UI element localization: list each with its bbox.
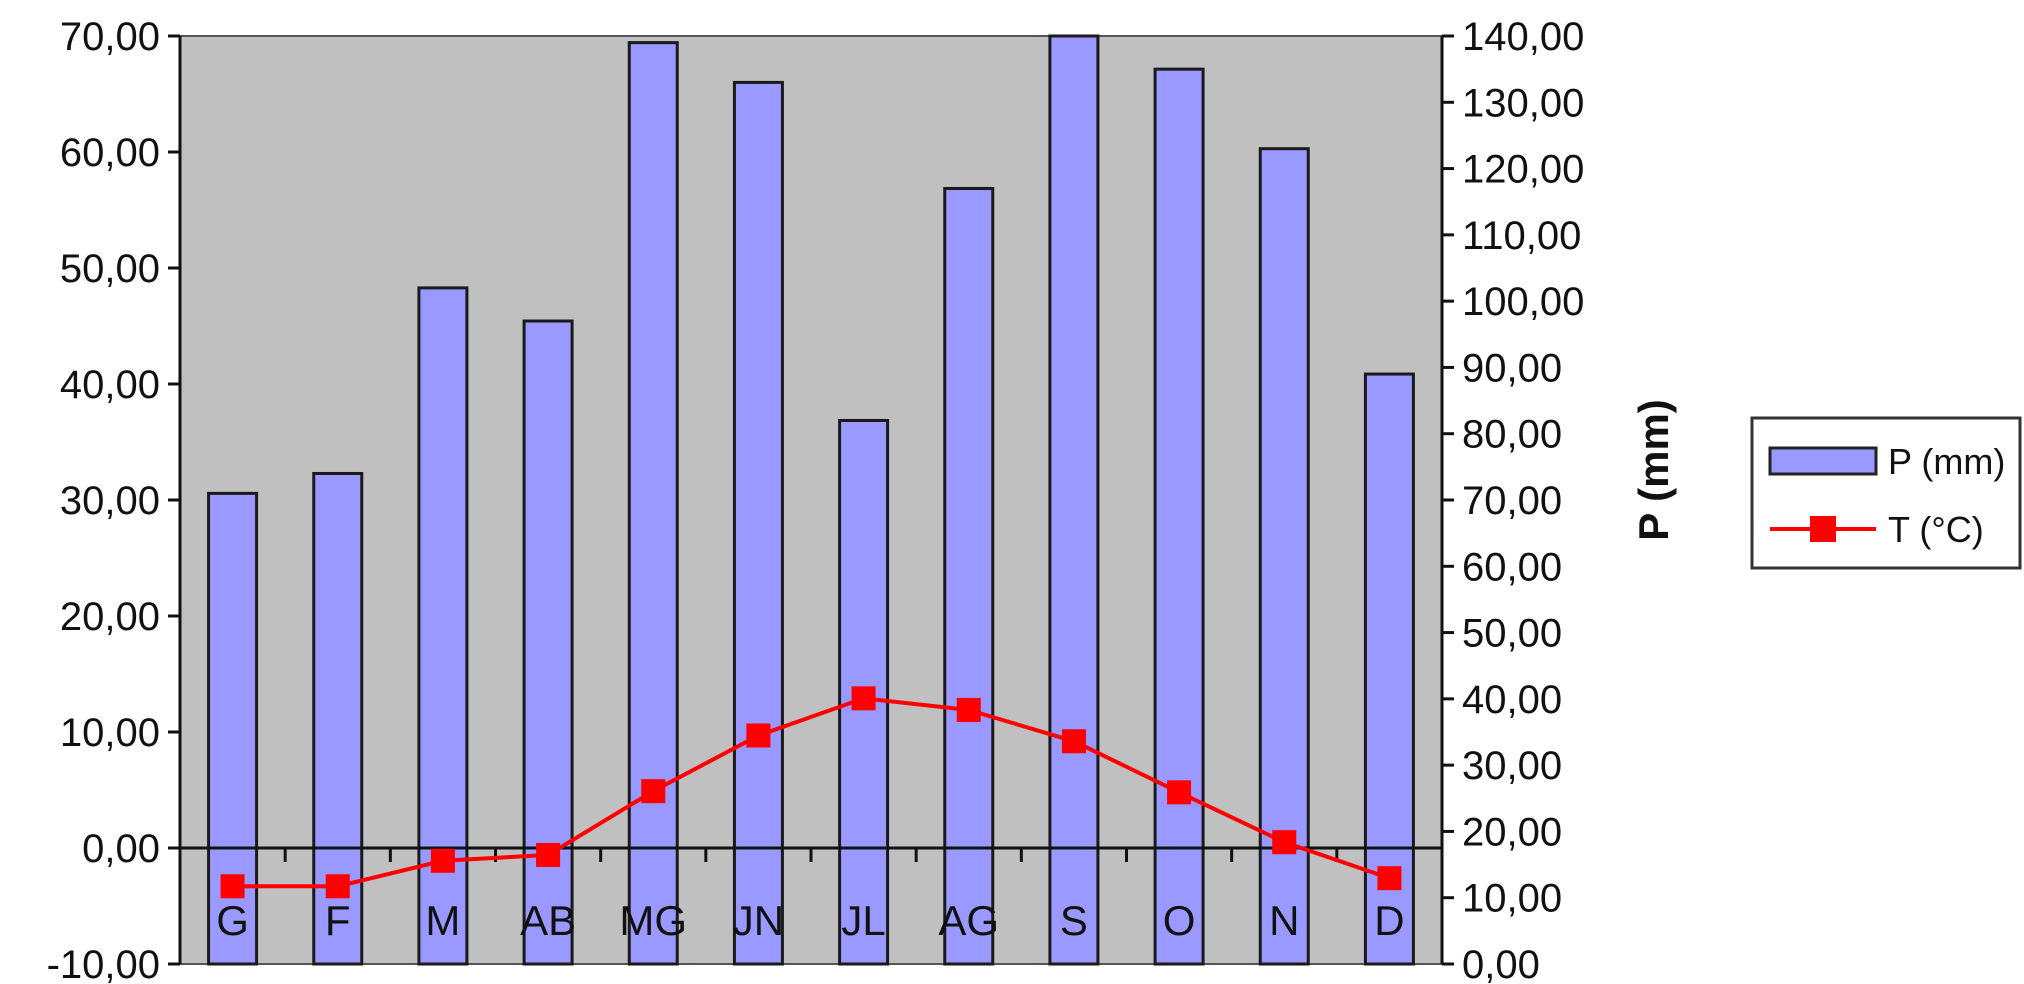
left-tick-label: 40,00 (60, 363, 160, 407)
left-tick-label: -10,00 (47, 943, 160, 984)
bar-d (1363, 372, 1415, 966)
right-tick-label: 90,00 (1462, 346, 1562, 390)
category-label-d: D (1374, 897, 1404, 944)
right-tick-label: 110,00 (1462, 214, 1581, 258)
temp-point-jl (851, 686, 876, 711)
category-labels: G F M AB MG JN JL AG S O N D (216, 897, 1404, 944)
right-tick-label: 70,00 (1462, 479, 1562, 523)
right-axis: 0,00 10,00 20,00 30,00 40,00 50,00 60,00 70,00 8… (1440, 15, 1584, 984)
left-axis: -10,00 0,00 10,00 20,00 30,00 40,00 50,00 60,00… (47, 15, 182, 984)
category-label-ag: AG (938, 897, 999, 944)
right-axis-title: P (mm) (1630, 399, 1677, 541)
category-label-o: O (1163, 897, 1196, 944)
temp-point-n (1272, 830, 1297, 855)
legend-box (1750, 416, 2022, 570)
bar-jn (732, 80, 784, 966)
temp-point-m (430, 848, 455, 873)
right-tick-label: 20,00 (1462, 810, 1562, 854)
category-label-s: S (1060, 897, 1088, 944)
bar-ag (943, 186, 995, 966)
right-tick-label: 0,00 (1462, 943, 1540, 984)
temp-point-d (1377, 866, 1402, 891)
category-label-mg: MG (619, 897, 687, 944)
legend-label-precip: P (mm) (1888, 441, 2005, 482)
right-tick-label: 60,00 (1462, 545, 1562, 589)
temp-point-s (1061, 729, 1086, 754)
left-tick-label: 30,00 (60, 479, 160, 523)
right-tick-label: 10,00 (1462, 877, 1562, 921)
temperature-line (220, 686, 1402, 899)
right-tick-label: 80,00 (1462, 413, 1562, 457)
legend-square-marker (1810, 516, 1836, 542)
category-ticks (283, 848, 1339, 862)
right-tick-label: 50,00 (1462, 612, 1562, 656)
category-label-ab: AB (520, 897, 576, 944)
legend: P (mm) T (°C) (1750, 416, 2022, 570)
bar-mg (627, 41, 679, 966)
left-tick-label: 60,00 (60, 131, 160, 175)
bar-s (1048, 34, 1100, 966)
category-label-jl: JL (841, 897, 885, 944)
temp-point-f (325, 874, 350, 899)
temp-point-ag (956, 697, 981, 722)
left-tick-label: 20,00 (60, 595, 160, 639)
right-tick-label: 140,00 (1462, 15, 1584, 59)
right-tick-label: 40,00 (1462, 678, 1562, 722)
temp-point-g (220, 874, 245, 899)
category-label-m: M (425, 897, 460, 944)
temperature-polyline (232, 696, 1391, 889)
category-label-f: F (325, 897, 351, 944)
left-tick-label: 0,00 (82, 827, 160, 871)
legend-label-temp: T (°C) (1888, 509, 1984, 550)
right-tick-label: 100,00 (1462, 280, 1584, 324)
left-tick-label: 70,00 (60, 15, 160, 59)
bar-ab (522, 319, 574, 966)
left-tick-label: 10,00 (60, 711, 160, 755)
temp-point-jn (746, 723, 771, 748)
plot-area (179, 35, 1443, 965)
bar-o (1153, 67, 1205, 966)
temp-point-ab (536, 842, 561, 867)
category-label-n: N (1269, 897, 1299, 944)
right-tick-label: 30,00 (1462, 744, 1562, 788)
bar-n (1258, 147, 1310, 966)
category-label-jn: JN (733, 897, 784, 944)
legend-bar-swatch (1768, 446, 1878, 476)
temp-point-mg (641, 779, 666, 804)
bar-m (417, 286, 469, 966)
left-tick-label: 50,00 (60, 247, 160, 291)
category-label-g: G (216, 897, 249, 944)
temp-point-o (1167, 780, 1192, 805)
right-tick-label: 120,00 (1462, 148, 1584, 192)
right-tick-label: 130,00 (1462, 81, 1584, 125)
